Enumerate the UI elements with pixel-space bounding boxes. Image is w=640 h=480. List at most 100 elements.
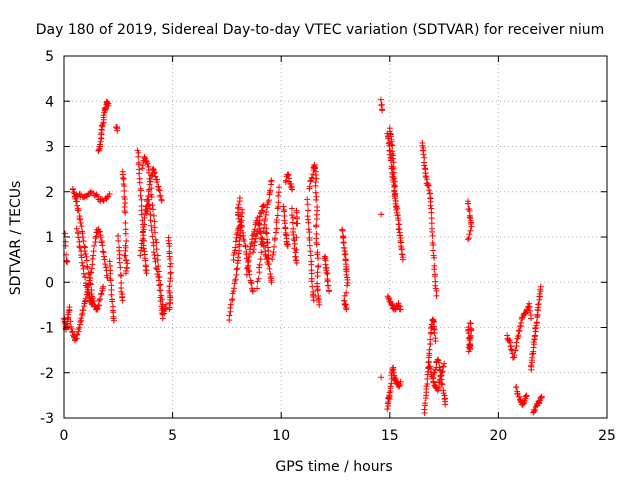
- data-point: [148, 194, 155, 201]
- data-point: [150, 212, 157, 219]
- data-point: [255, 275, 262, 282]
- data-point: [465, 200, 472, 207]
- data-point: [505, 337, 512, 344]
- data-point: [75, 234, 82, 241]
- data-point: [261, 221, 268, 228]
- data-point: [306, 229, 313, 236]
- data-point: [155, 186, 162, 193]
- data-point: [323, 269, 330, 276]
- data-point: [82, 274, 89, 281]
- data-point: [268, 177, 275, 184]
- data-point: [341, 244, 348, 251]
- grid: [64, 56, 607, 418]
- data-point: [87, 297, 94, 304]
- data-point: [513, 339, 520, 346]
- data-point: [387, 299, 394, 306]
- data-point: [307, 252, 314, 259]
- data-point: [511, 352, 518, 359]
- data-point: [378, 211, 385, 218]
- data-point: [77, 216, 84, 223]
- data-point: [342, 302, 349, 309]
- data-point: [95, 146, 102, 153]
- data-point: [165, 240, 172, 247]
- data-point: [234, 265, 241, 272]
- data-point: [86, 294, 93, 301]
- data-point: [258, 241, 265, 248]
- data-point: [395, 302, 402, 309]
- data-point: [137, 187, 144, 194]
- data-point: [266, 197, 273, 204]
- data-point: [306, 242, 313, 249]
- data-point: [242, 242, 249, 249]
- data-point: [167, 260, 174, 267]
- data-point: [254, 230, 261, 237]
- data-point: [97, 196, 104, 203]
- data-point: [388, 141, 395, 148]
- data-point: [69, 186, 76, 193]
- data-point: [387, 130, 394, 137]
- data-point: [122, 200, 129, 207]
- data-point: [148, 227, 155, 234]
- data-point: [140, 235, 147, 242]
- y-tick-label: 3: [45, 140, 54, 156]
- data-point: [230, 285, 237, 292]
- data-point: [144, 160, 151, 167]
- data-point: [285, 172, 292, 179]
- data-point: [135, 153, 142, 160]
- data-point: [271, 235, 278, 242]
- data-point: [397, 378, 404, 385]
- x-tick-label: 20: [489, 428, 507, 444]
- data-point: [84, 264, 91, 271]
- data-point: [314, 287, 321, 294]
- data-point: [122, 219, 129, 226]
- data-point: [159, 315, 166, 322]
- data-point: [110, 317, 117, 324]
- data-point: [431, 369, 438, 376]
- data-point: [104, 274, 111, 281]
- data-point: [167, 278, 174, 285]
- data-point: [88, 300, 95, 307]
- data-point: [390, 169, 397, 176]
- data-point: [387, 383, 394, 390]
- data-point: [435, 359, 442, 366]
- data-point: [528, 362, 535, 369]
- data-point: [306, 237, 313, 244]
- data-point: [275, 192, 282, 199]
- data-point: [284, 243, 291, 250]
- data-point: [233, 271, 240, 278]
- data-point: [344, 282, 351, 289]
- data-point: [114, 232, 121, 239]
- data-point: [508, 346, 515, 353]
- data-point: [136, 170, 143, 177]
- data-point: [438, 380, 445, 387]
- data-point: [249, 287, 256, 294]
- data-point: [504, 332, 511, 339]
- data-point: [304, 196, 311, 203]
- data-point: [535, 301, 542, 308]
- data-point: [467, 319, 474, 326]
- data-point: [74, 202, 81, 209]
- data-point: [238, 223, 245, 230]
- data-point: [150, 242, 157, 249]
- data-point: [425, 359, 432, 366]
- data-point: [313, 241, 320, 248]
- y-tick-label: -1: [40, 321, 54, 337]
- data-point: [313, 216, 320, 223]
- data-point: [283, 240, 290, 247]
- data-point: [117, 264, 124, 271]
- data-point: [150, 249, 157, 256]
- data-point: [304, 201, 311, 208]
- data-point: [276, 184, 283, 191]
- data-point: [94, 305, 101, 312]
- data-point: [432, 282, 439, 289]
- data-point: [139, 165, 146, 172]
- data-point: [89, 255, 96, 262]
- data-point: [289, 219, 296, 226]
- data-point: [97, 296, 104, 303]
- data-point: [154, 271, 161, 278]
- data-point: [104, 194, 111, 201]
- data-point: [433, 292, 440, 299]
- data-point: [437, 373, 444, 380]
- data-point: [325, 282, 332, 289]
- data-point: [157, 193, 164, 200]
